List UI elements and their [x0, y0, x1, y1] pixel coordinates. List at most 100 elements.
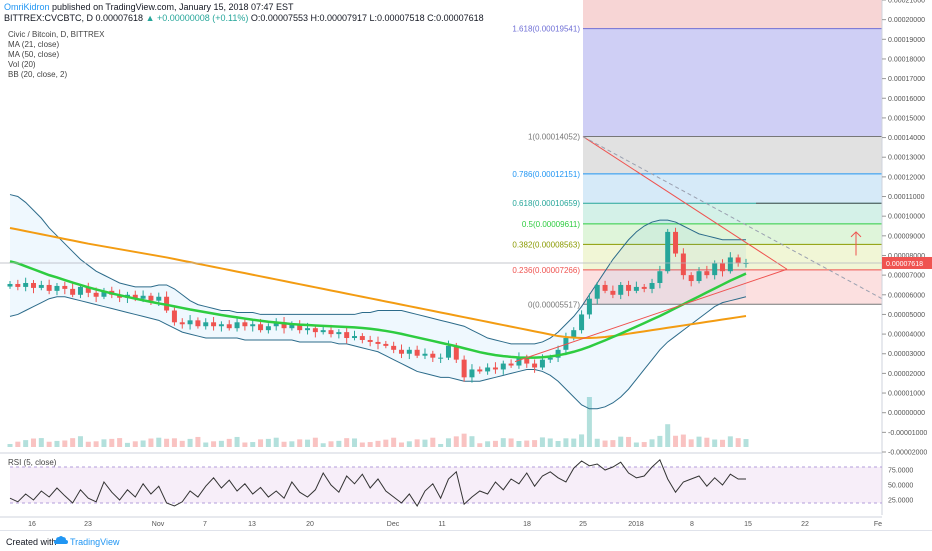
- candle-body: [62, 285, 68, 289]
- legend-ma21[interactable]: MA (21, close): [8, 40, 60, 49]
- candle-body: [571, 330, 577, 339]
- volume-bar: [156, 437, 162, 447]
- volume-bar: [203, 442, 209, 447]
- price-tick-label: 0.00011000: [888, 194, 925, 201]
- volume-bar: [23, 440, 29, 447]
- volume-bar: [547, 438, 553, 447]
- candle-body: [242, 322, 248, 327]
- volume-bar: [85, 441, 91, 447]
- created-with-text: Created with: [6, 537, 57, 547]
- candle-body: [618, 284, 624, 295]
- volume-bar: [571, 438, 577, 447]
- candle-body: [665, 231, 671, 272]
- volume-bar: [688, 439, 694, 447]
- candle-body: [422, 353, 428, 356]
- fib-zone-top: [583, 0, 882, 29]
- price-tick-label: -0.00001000: [888, 430, 927, 437]
- candle-body: [312, 328, 318, 333]
- price-tick-label: 0.00009000: [888, 233, 925, 240]
- candle-body: [336, 332, 342, 335]
- legend-bb[interactable]: BB (20, close, 2): [8, 70, 68, 79]
- time-tick-label: Fe: [874, 521, 882, 528]
- time-axis: 16 23 Nov 7 13 20 Dec 11 18 25 2018 8 15 22 Fe: [0, 516, 882, 528]
- candle-body: [610, 290, 616, 295]
- fib-label: 0.618(0.00010659): [512, 199, 580, 208]
- author-link[interactable]: OmriKidron: [4, 2, 50, 12]
- volume-bar: [508, 438, 514, 447]
- volume-bar: [406, 441, 412, 447]
- candle-body: [649, 282, 655, 289]
- candle-body: [579, 314, 585, 331]
- fib-zone: [583, 173, 882, 204]
- fib-zone: [583, 269, 882, 305]
- price-tick-label: 0.00000000: [888, 410, 925, 417]
- rsi-tick-label: 25.0000: [888, 498, 913, 505]
- rsi-label: RSI (5, close): [8, 458, 57, 467]
- candle-body: [273, 322, 279, 327]
- volume-bar: [218, 440, 224, 447]
- candle-body: [77, 286, 83, 295]
- fib-zone: [583, 203, 882, 224]
- chart-canvas: 1.618(0.00019541) 1(0.00014052) 0.786(0.00…: [0, 0, 932, 528]
- legend-vol[interactable]: Vol (20): [8, 60, 36, 69]
- rsi-pane: RSI (5, close) 75.0000 50.0000 25.0000: [0, 452, 913, 507]
- candle-body: [453, 345, 459, 360]
- candle-body: [414, 349, 420, 356]
- volume-bar: [602, 440, 608, 447]
- price-tick-label: 0.00007000: [888, 273, 925, 280]
- volume-bar: [195, 436, 201, 447]
- candle-body: [15, 283, 21, 287]
- volume-bar: [211, 441, 217, 447]
- volume-bar: [305, 439, 311, 447]
- price-tick-label: 0.00003000: [888, 351, 925, 358]
- volume-bar: [422, 439, 428, 447]
- chart-header: OmriKidron published on TradingView.com,…: [4, 2, 484, 24]
- candle-body: [7, 283, 13, 287]
- price-tick-label: 0.00019000: [888, 37, 925, 44]
- candle-body: [46, 284, 52, 291]
- candle-body: [305, 328, 311, 331]
- symbol-line: BITTREX:CVCBTC, D 0.00007618: [4, 13, 144, 23]
- price-tick-label: 0.00002000: [888, 371, 925, 378]
- volume-bar: [563, 438, 569, 447]
- price-tick-label: 0.00017000: [888, 76, 925, 83]
- volume-bar: [391, 437, 397, 447]
- volume-bar: [124, 442, 130, 447]
- candle-body: [344, 332, 350, 339]
- legend-symbol[interactable]: Civic / Bitcoin, D, BITTREX: [8, 30, 105, 39]
- candle-body: [547, 357, 553, 360]
- volume-bar: [461, 433, 467, 447]
- volume-bar: [46, 441, 52, 447]
- volume-bar: [148, 438, 154, 447]
- volume-bar: [179, 440, 185, 447]
- candle-body: [657, 271, 663, 283]
- candle-body: [735, 257, 741, 264]
- legend-ma50[interactable]: MA (50, close): [8, 50, 60, 59]
- candle-body: [532, 363, 538, 368]
- volume-bar: [242, 442, 248, 447]
- candle-body: [626, 284, 632, 291]
- volume-bar: [539, 437, 545, 447]
- price-tick-label: 0.00005000: [888, 312, 925, 319]
- candle-body: [265, 326, 271, 331]
- volume-bar: [626, 436, 632, 447]
- volume-bar: [633, 442, 639, 447]
- volume-bar: [594, 438, 600, 447]
- price-tick-label: 0.00016000: [888, 96, 925, 103]
- candle-body: [218, 324, 224, 327]
- tradingview-brand[interactable]: TradingView: [70, 537, 120, 547]
- volume-bar: [657, 435, 663, 447]
- triangle-upper-line: [582, 136, 788, 270]
- candle-body: [187, 320, 193, 325]
- volume-bar: [516, 441, 522, 447]
- volume-bar: [743, 439, 749, 447]
- time-tick-label: 8: [690, 521, 694, 528]
- volume-bar: [38, 438, 44, 447]
- candle-body: [171, 310, 177, 323]
- candle-body: [367, 339, 373, 342]
- fib-zone: [583, 28, 882, 137]
- candle-body: [297, 324, 303, 331]
- volume-bar: [445, 438, 451, 447]
- candle-body: [281, 322, 287, 329]
- candle-body: [54, 285, 60, 291]
